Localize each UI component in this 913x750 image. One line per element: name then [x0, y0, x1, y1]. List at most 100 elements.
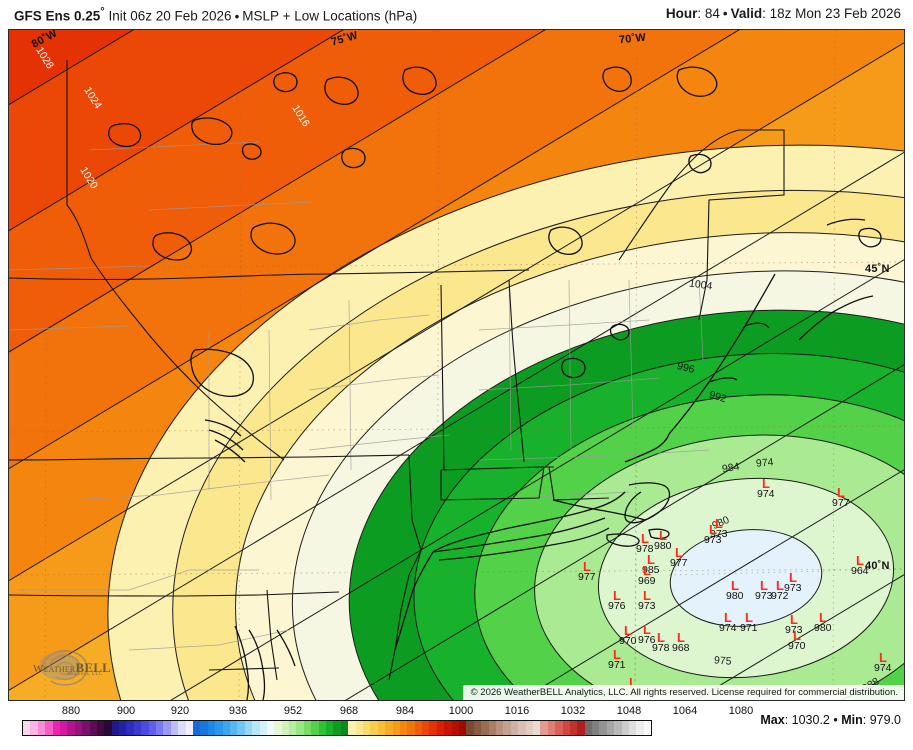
- colorbar-swatch[interactable]: [355, 721, 363, 735]
- colorbar-swatch[interactable]: [422, 721, 430, 735]
- colorbar-swatch[interactable]: [614, 721, 622, 735]
- colorbar-swatch[interactable]: [156, 721, 164, 735]
- colorbar-swatch[interactable]: [584, 721, 593, 735]
- colorbar-swatch[interactable]: [133, 721, 142, 735]
- colorbar-swatch[interactable]: [215, 721, 223, 735]
- colorbar-swatch[interactable]: [377, 721, 386, 735]
- colorbar-swatch[interactable]: [96, 721, 105, 735]
- colorbar-swatch[interactable]: [385, 721, 393, 735]
- colorbar-swatch[interactable]: [207, 721, 216, 735]
- colorbar-swatch[interactable]: [170, 721, 179, 735]
- colorbar-swatch[interactable]: [244, 721, 253, 735]
- colorbar-swatch[interactable]: [451, 721, 460, 735]
- colorbar-swatch[interactable]: [178, 721, 186, 735]
- colorbar-swatch[interactable]: [540, 721, 548, 735]
- colorbar-swatch[interactable]: [200, 721, 208, 735]
- colorbar-swatch[interactable]: [592, 721, 600, 735]
- colorbar-swatch[interactable]: [237, 721, 245, 735]
- colorbar-swatch[interactable]: [141, 721, 149, 735]
- colorbar-swatch[interactable]: [488, 721, 496, 735]
- colorbar-swatch[interactable]: [259, 721, 267, 735]
- colorbar-swatch[interactable]: [266, 721, 275, 735]
- colorbar-swatch[interactable]: [192, 721, 201, 735]
- colorbar-swatch[interactable]: [569, 721, 578, 735]
- colorbar-swatch[interactable]: [636, 721, 644, 735]
- colorbar-swatch[interactable]: [67, 721, 75, 735]
- header-bar: GFS Ens 0.25° Init 06z 20 Feb 2026 • MSLP …: [0, 0, 913, 28]
- colorbar-swatch[interactable]: [503, 721, 511, 735]
- colorbar-swatch[interactable]: [643, 721, 652, 735]
- colorbar-swatch[interactable]: [126, 721, 134, 735]
- colorbar-swatch[interactable]: [532, 721, 541, 735]
- colorbar-swatch[interactable]: [340, 721, 349, 735]
- colorbar-swatch[interactable]: [407, 721, 415, 735]
- map-canvas[interactable]: 80˚W 75˚W 70˚W 45˚N 40˚N 1028 1024 1020 1016 100…: [9, 30, 904, 700]
- colorbar-swatch[interactable]: [481, 721, 489, 735]
- colorbar-swatch[interactable]: [281, 721, 290, 735]
- colorbar-swatch[interactable]: [555, 721, 563, 735]
- colorbar-swatch[interactable]: [444, 721, 452, 735]
- colorbar-swatch[interactable]: [599, 721, 607, 735]
- colorbar-swatch[interactable]: [326, 721, 334, 735]
- colorbar-swatch[interactable]: [45, 721, 53, 735]
- colorbar-swatches[interactable]: [22, 720, 652, 736]
- colorbar-swatch[interactable]: [547, 721, 556, 735]
- colorbar-swatch[interactable]: [252, 721, 260, 735]
- state-boundaries: [9, 60, 785, 681]
- colorbar-swatch[interactable]: [104, 721, 112, 735]
- colorbar-swatch[interactable]: [333, 721, 341, 735]
- colorbar-swatch[interactable]: [362, 721, 371, 735]
- colorbar-swatch[interactable]: [496, 721, 504, 735]
- colorbar-swatch[interactable]: [222, 721, 230, 735]
- colorbar-swatch[interactable]: [621, 721, 630, 735]
- colorbar-swatch[interactable]: [74, 721, 83, 735]
- colorbar-swatch[interactable]: [163, 721, 171, 735]
- header-valid-info: Hour: 84 • Valid: 18z Mon 23 Feb 2026: [665, 6, 901, 21]
- colorbar-swatch[interactable]: [414, 721, 423, 735]
- colorbar-swatch[interactable]: [518, 721, 526, 735]
- colorbar-swatch[interactable]: [436, 721, 445, 735]
- colorbar-tick: 1080: [728, 705, 754, 717]
- colorbar-swatch[interactable]: [52, 721, 60, 735]
- colorbar-swatch[interactable]: [370, 721, 378, 735]
- colorbar-tick: 1032: [560, 705, 586, 717]
- colorbar-swatch[interactable]: [473, 721, 482, 735]
- colorbar-swatch[interactable]: [296, 721, 304, 735]
- colorbar-swatch[interactable]: [318, 721, 327, 735]
- colorbar[interactable]: 880 900 920 936 952 968 984 1000 1016 1032 1048 106…: [8, 705, 753, 745]
- field-name: MSLP + Low Locations (hPa): [242, 8, 418, 24]
- colorbar-tick: 1016: [504, 705, 530, 717]
- hour-value: 84: [704, 6, 720, 21]
- colorbar-tick: 936: [228, 705, 248, 717]
- colorbar-swatch[interactable]: [577, 721, 585, 735]
- map-viewport[interactable]: 80˚W 75˚W 70˚W 45˚N 40˚N 1028 1024 1020 1016 100…: [8, 29, 905, 701]
- colorbar-swatch[interactable]: [111, 721, 120, 735]
- colorbar-swatch[interactable]: [562, 721, 570, 735]
- colorbar-swatch[interactable]: [392, 721, 400, 735]
- colorbar-swatch[interactable]: [274, 721, 282, 735]
- colorbar-swatch[interactable]: [185, 721, 193, 735]
- colorbar-swatch[interactable]: [459, 721, 467, 735]
- colorbar-swatch[interactable]: [89, 721, 97, 735]
- colorbar-swatch[interactable]: [399, 721, 408, 735]
- colorbar-swatch[interactable]: [348, 721, 356, 735]
- colorbar-swatch[interactable]: [229, 721, 238, 735]
- colorbar-swatch[interactable]: [429, 721, 437, 735]
- colorbar-swatch[interactable]: [119, 721, 127, 735]
- colorbar-swatch[interactable]: [466, 721, 474, 735]
- degree-symbol: °: [100, 6, 105, 18]
- colorbar-swatch[interactable]: [525, 721, 533, 735]
- max-min-readout: Max: 1030.2 • Min: 979.0: [760, 713, 901, 727]
- colorbar-swatch[interactable]: [303, 721, 312, 735]
- colorbar-swatch[interactable]: [30, 721, 38, 735]
- colorbar-swatch[interactable]: [311, 721, 319, 735]
- colorbar-swatch[interactable]: [37, 721, 46, 735]
- colorbar-swatch[interactable]: [629, 721, 637, 735]
- colorbar-swatch[interactable]: [510, 721, 519, 735]
- colorbar-swatch[interactable]: [59, 721, 68, 735]
- colorbar-swatch[interactable]: [148, 721, 157, 735]
- colorbar-swatch[interactable]: [23, 721, 31, 735]
- colorbar-swatch[interactable]: [289, 721, 297, 735]
- colorbar-swatch[interactable]: [82, 721, 90, 735]
- colorbar-swatch[interactable]: [606, 721, 615, 735]
